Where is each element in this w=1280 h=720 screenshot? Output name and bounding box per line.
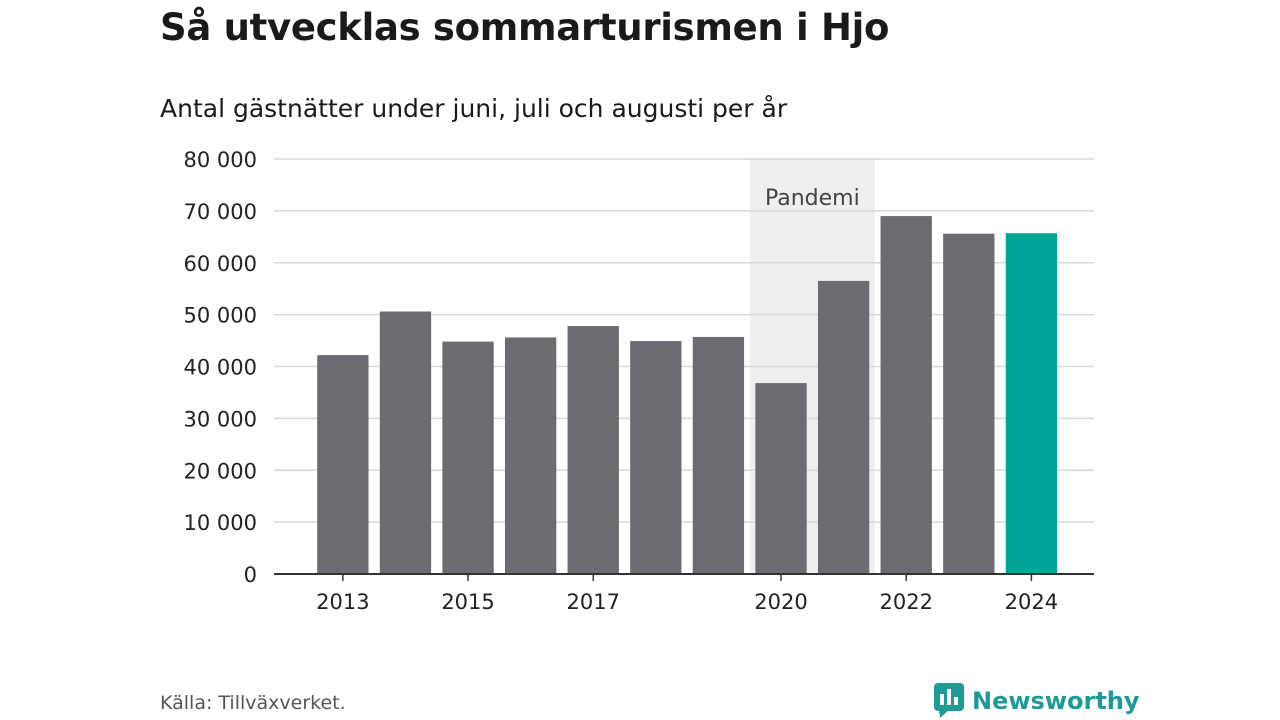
y-tick-label: 30 000	[184, 407, 257, 431]
x-tick-label: 2020	[754, 590, 807, 614]
chart-title: Så utvecklas sommarturismen i Hjo	[160, 6, 890, 49]
y-tick-label: 10 000	[184, 511, 257, 535]
bar-2013	[317, 355, 369, 574]
bar-2018	[630, 341, 682, 574]
brand-logo: Newsworthy	[934, 683, 1140, 719]
y-tick-label: 50 000	[184, 304, 257, 328]
bar-2017	[567, 326, 619, 574]
x-tick-label: 2015	[441, 590, 494, 614]
newsworthy-logo-icon	[934, 683, 964, 718]
y-tick-label: 40 000	[184, 356, 257, 380]
y-tick-label: 20 000	[184, 459, 257, 483]
y-tick-label: 60 000	[184, 252, 257, 276]
bar-2020	[755, 383, 807, 574]
y-tick-label: 70 000	[184, 200, 257, 224]
bar-2021	[817, 280, 870, 574]
bar-2014	[379, 311, 432, 574]
annotation-label: Pandemi	[765, 186, 860, 211]
brand-name: Newsworthy	[972, 687, 1140, 715]
bar-2022	[880, 216, 932, 574]
chart-subtitle: Antal gästnätter under juni, juli och au…	[160, 94, 788, 123]
x-tick-label: 2024	[1005, 590, 1058, 614]
bar-2016	[504, 337, 557, 574]
source-note: Källa: Tillväxverket.	[160, 692, 346, 714]
bar-chart: 0 10 000 20 000 30 000 40 000 50 000 60 000 70 …	[184, 148, 1094, 614]
bar-2015	[442, 341, 494, 574]
y-tick-label: 0	[244, 563, 257, 587]
bar-2019	[692, 336, 745, 574]
x-tick-label: 2022	[879, 590, 932, 614]
bar-2023	[943, 233, 995, 574]
y-tick-label: 80 000	[184, 148, 257, 172]
x-tick-label: 2013	[316, 590, 369, 614]
x-tick-label: 2017	[567, 590, 620, 614]
bar-2024	[1005, 233, 1058, 574]
